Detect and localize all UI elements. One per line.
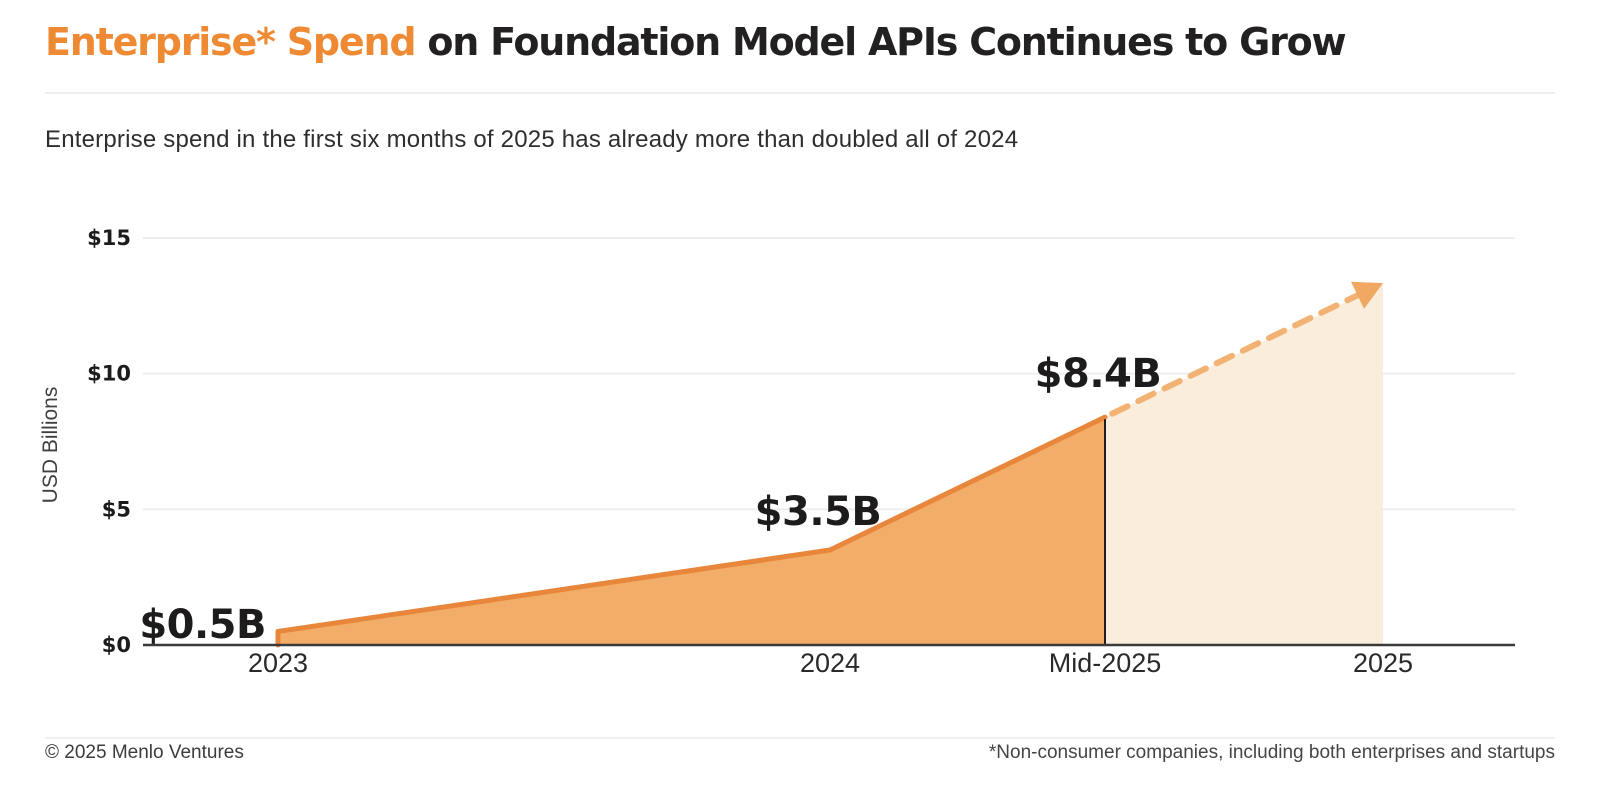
title-divider [45,92,1555,94]
chart-canvas: USD Billions $0 $5 $10 $15 2023 2024 Mid-2025… [39,226,1515,678]
data-label-2023: $0.5B [139,602,266,648]
actual-area-fill [278,417,1105,645]
y-tick-label-0: $0 [102,633,131,657]
y-axis-tick-labels: $0 $5 $10 $15 [87,226,131,657]
x-tick-label-mid-2025: Mid-2025 [1049,648,1162,678]
footer-divider [45,737,1555,739]
y-tick-label-5: $5 [102,497,131,521]
area-chart: USD Billions $0 $5 $10 $15 2023 2024 Mid-2025… [0,180,1600,700]
chart-subtitle: Enterprise spend in the first six months… [45,126,1019,153]
y-tick-label-10: $10 [87,362,131,386]
page-title: Enterprise* Spend on Foundation Model AP… [45,20,1347,64]
actual-trend-line [275,414,1108,648]
arrowhead-icon [1351,281,1383,309]
projected-area-fill [1105,284,1383,645]
data-label-mid-2025: $8.4B [1035,351,1162,397]
footnote-text: *Non-consumer companies, including both … [988,742,1555,763]
x-tick-label-2024: 2024 [800,648,860,678]
x-tick-label-2023: 2023 [248,648,308,678]
projected-trend-dashed-line [1109,290,1365,417]
data-label-2024: $3.5B [755,489,882,535]
page-title-rest: on Foundation Model APIs Continues to Gr… [415,20,1346,64]
x-tick-label-2025: 2025 [1353,648,1413,678]
footer: © 2025 Menlo Ventures *Non-consumer comp… [45,742,1555,764]
y-tick-label-15: $15 [87,226,131,250]
y-axis-title: USD Billions [39,387,62,504]
page-title-highlight: Enterprise* Spend [45,20,417,64]
x-axis-tick-labels: 2023 2024 Mid-2025 2025 [248,648,1413,678]
copyright-text: © 2025 Menlo Ventures [45,742,244,763]
